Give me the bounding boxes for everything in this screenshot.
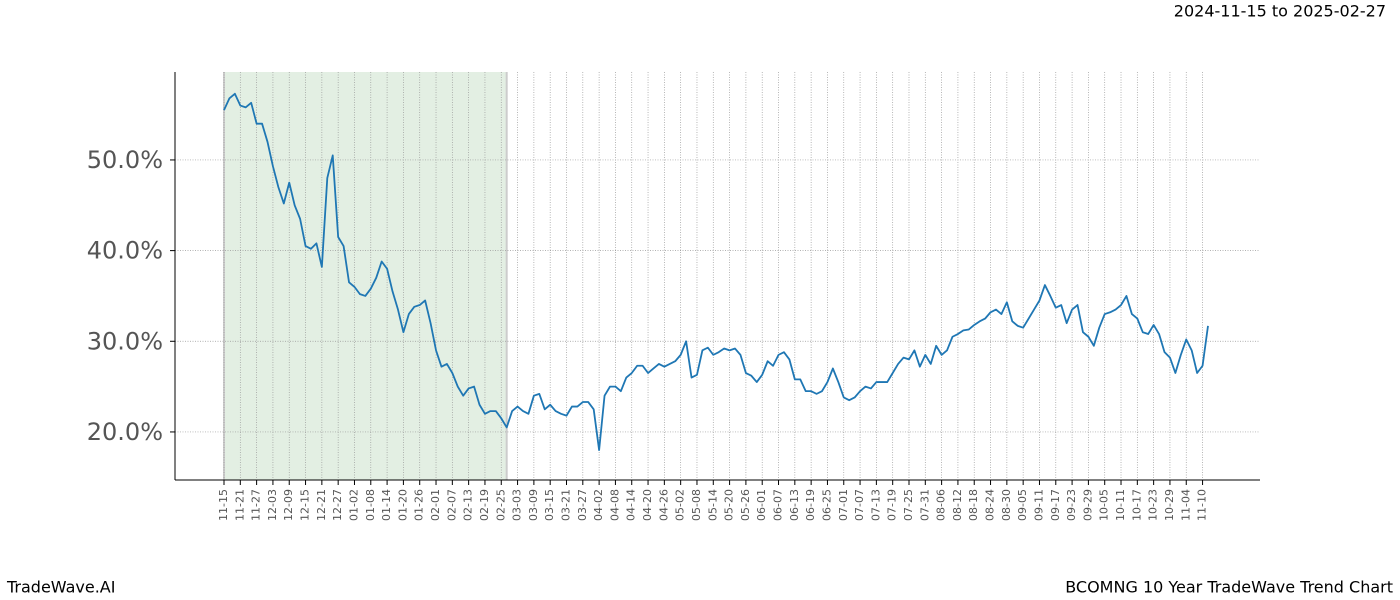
x-tick-label: 06-13	[788, 489, 801, 521]
x-tick-label: 11-21	[233, 489, 246, 521]
data-line	[223, 92, 1209, 451]
x-tick-label: 10-29	[1163, 489, 1176, 521]
x-tick-label: 06-07	[772, 489, 785, 521]
x-tick-label: 11-10	[1196, 489, 1209, 521]
footer-brand: TradeWave.AI	[6, 578, 115, 597]
x-tick-label: 10-23	[1147, 489, 1160, 521]
x-tick-label: 04-08	[608, 489, 621, 521]
x-tick-label: 01-08	[364, 489, 377, 521]
x-tick-label: 09-29	[1081, 489, 1094, 521]
x-tick-label: 07-13	[869, 489, 882, 521]
y-tick-label: 20.0%	[87, 418, 163, 446]
x-tick-label: 09-11	[1032, 489, 1045, 521]
x-tick-label: 11-04	[1179, 489, 1192, 521]
x-tick-label: 03-09	[527, 489, 540, 521]
x-tick-label: 12-03	[266, 489, 279, 521]
x-tick-label: 08-18	[967, 489, 980, 521]
x-tick-label: 05-14	[706, 489, 719, 521]
chart-title: 2024-11-15 to 2025-02-27	[1174, 2, 1386, 21]
x-tick-label: 02-25	[494, 489, 507, 521]
x-tick-label: 01-26	[413, 489, 426, 521]
x-tick-label: 08-06	[935, 489, 948, 521]
x-tick-label: 04-14	[625, 489, 638, 521]
x-tick-label: 08-12	[951, 489, 964, 521]
x-tick-label: 07-31	[918, 489, 931, 521]
x-tick-label: 09-23	[1065, 489, 1078, 521]
x-tick-label: 05-08	[690, 489, 703, 521]
x-tick-label: 07-07	[853, 489, 866, 521]
x-tick-label: 06-01	[755, 489, 768, 521]
x-tick-label: 07-19	[886, 489, 899, 521]
x-tick-label: 02-19	[478, 489, 491, 521]
x-tick-label: 12-27	[331, 489, 344, 521]
x-tick-label: 09-17	[1049, 489, 1062, 521]
x-tick-label: 06-19	[804, 489, 817, 521]
highlight-region	[224, 72, 507, 480]
y-tick-label: 50.0%	[87, 146, 163, 174]
x-tick-label: 10-05	[1098, 489, 1111, 521]
x-tick-label: 01-02	[347, 489, 360, 521]
x-tick-label: 05-02	[674, 489, 687, 521]
footer-caption: BCOMNG 10 Year TradeWave Trend Chart	[1065, 578, 1393, 597]
x-tick-label: 08-30	[1000, 489, 1013, 521]
x-tick-label: 05-26	[739, 489, 752, 521]
x-tick-label: 10-11	[1114, 489, 1127, 521]
x-tick-label: 02-07	[445, 489, 458, 521]
x-tick-label: 03-21	[559, 489, 572, 521]
x-tick-label: 03-03	[511, 489, 524, 521]
x-tick-label: 04-26	[657, 489, 670, 521]
x-tick-label: 12-09	[282, 489, 295, 521]
x-tick-label: 08-24	[984, 489, 997, 521]
y-tick-label: 30.0%	[87, 327, 163, 355]
x-tick-label: 11-27	[250, 489, 263, 521]
x-tick-label: 03-27	[576, 489, 589, 521]
y-tick-label: 40.0%	[87, 237, 163, 265]
x-tick-label: 09-05	[1016, 489, 1029, 521]
x-tick-label: 01-14	[380, 489, 393, 521]
x-tick-label: 07-25	[902, 489, 915, 521]
x-tick-label: 01-20	[396, 489, 409, 521]
x-tick-label: 05-20	[723, 489, 736, 521]
x-tick-label: 10-17	[1130, 489, 1143, 521]
x-tick-label: 06-25	[820, 489, 833, 521]
x-tick-label: 02-01	[429, 489, 442, 521]
x-tick-label: 04-20	[641, 489, 654, 521]
x-tick-label: 07-01	[837, 489, 850, 521]
x-tick-label: 02-13	[462, 489, 475, 521]
x-tick-label: 03-15	[543, 489, 556, 521]
x-tick-label: 11-15	[217, 489, 230, 521]
x-tick-label: 04-02	[592, 489, 605, 521]
x-tick-label: 12-21	[315, 489, 328, 521]
x-tick-label: 12-15	[299, 489, 312, 521]
